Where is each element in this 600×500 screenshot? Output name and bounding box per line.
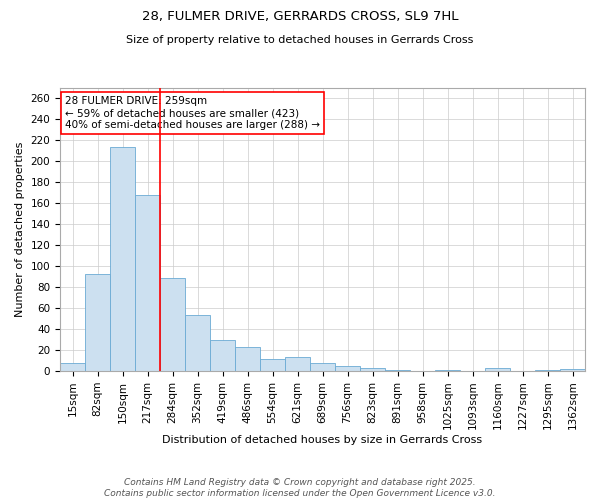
Text: Size of property relative to detached houses in Gerrards Cross: Size of property relative to detached ho… <box>127 35 473 45</box>
Bar <box>435 370 460 371</box>
Bar <box>260 360 285 371</box>
Bar <box>360 368 385 371</box>
Text: 28 FULMER DRIVE: 259sqm
← 59% of detached houses are smaller (423)
40% of semi-d: 28 FULMER DRIVE: 259sqm ← 59% of detache… <box>65 96 320 130</box>
Bar <box>310 362 335 371</box>
Bar <box>110 146 135 371</box>
Bar <box>335 366 360 371</box>
Bar <box>235 347 260 371</box>
Bar <box>135 195 160 371</box>
Bar <box>60 362 85 371</box>
X-axis label: Distribution of detached houses by size in Gerrards Cross: Distribution of detached houses by size … <box>163 435 482 445</box>
Bar <box>485 368 510 371</box>
Bar <box>285 358 310 371</box>
Y-axis label: Number of detached properties: Number of detached properties <box>15 142 25 317</box>
Bar <box>385 370 410 371</box>
Bar <box>160 278 185 371</box>
Bar <box>210 340 235 371</box>
Bar <box>85 274 110 371</box>
Bar <box>185 316 210 371</box>
Bar <box>535 370 560 371</box>
Bar <box>560 369 585 371</box>
Text: Contains HM Land Registry data © Crown copyright and database right 2025.
Contai: Contains HM Land Registry data © Crown c… <box>104 478 496 498</box>
Text: 28, FULMER DRIVE, GERRARDS CROSS, SL9 7HL: 28, FULMER DRIVE, GERRARDS CROSS, SL9 7H… <box>142 10 458 23</box>
